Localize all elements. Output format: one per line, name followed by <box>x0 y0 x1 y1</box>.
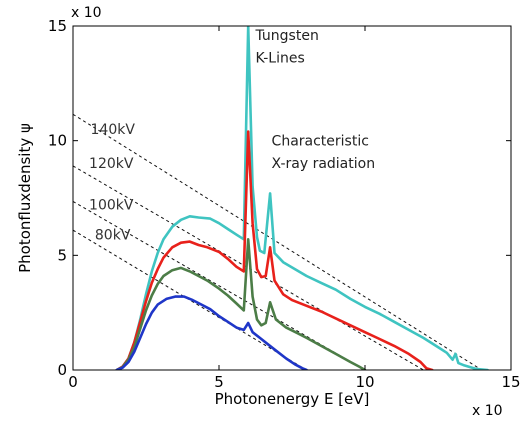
y-tick-label: 15 <box>48 17 67 35</box>
kv-label-100kv: 100kV <box>89 197 134 213</box>
kramers-line-100kv <box>73 201 366 370</box>
y-axis-label: Photonfluxdensity ψ <box>16 123 34 273</box>
y-multiplier-label: x 10 <box>71 5 102 21</box>
ticks-layer: 0 5 10 15 0 5 10 15 <box>48 17 520 391</box>
plot-layer: 140kV 120kV 100kV 80kV Tungsten K-Lines Charac… <box>73 26 489 370</box>
kramers-line-120kv <box>73 165 424 370</box>
x-tick-label: 0 <box>68 373 78 391</box>
kv-label-140kv: 140kV <box>91 122 136 138</box>
series-line-100kv <box>115 238 367 370</box>
x-tick-label: 15 <box>501 373 520 391</box>
x-tick-label: 5 <box>214 373 224 391</box>
annotation-2: Characteristic <box>272 133 369 149</box>
plot-frame <box>72 25 512 371</box>
series-line-80kv <box>115 295 308 370</box>
kv-label-80kv: 80kV <box>95 227 131 243</box>
kv-label-120kv: 120kV <box>89 156 134 172</box>
annotation-3: X-ray radiation <box>272 156 376 172</box>
annotation-1: K-Lines <box>256 51 305 67</box>
plot-area <box>73 26 489 370</box>
annotation-0: Tungsten <box>255 28 319 44</box>
series-line-140kv <box>115 26 489 370</box>
series-line-120kv <box>115 130 434 370</box>
x-multiplier-label: x 10 <box>472 403 503 419</box>
y-tick-label: 10 <box>48 132 67 150</box>
x-tick-label: 10 <box>355 373 374 391</box>
kramers-line-140kv <box>73 113 483 370</box>
y-tick-label: 5 <box>57 246 67 264</box>
x-axis-label: Photonenergy E [eV] <box>215 390 370 408</box>
y-tick-label: 0 <box>57 361 67 379</box>
